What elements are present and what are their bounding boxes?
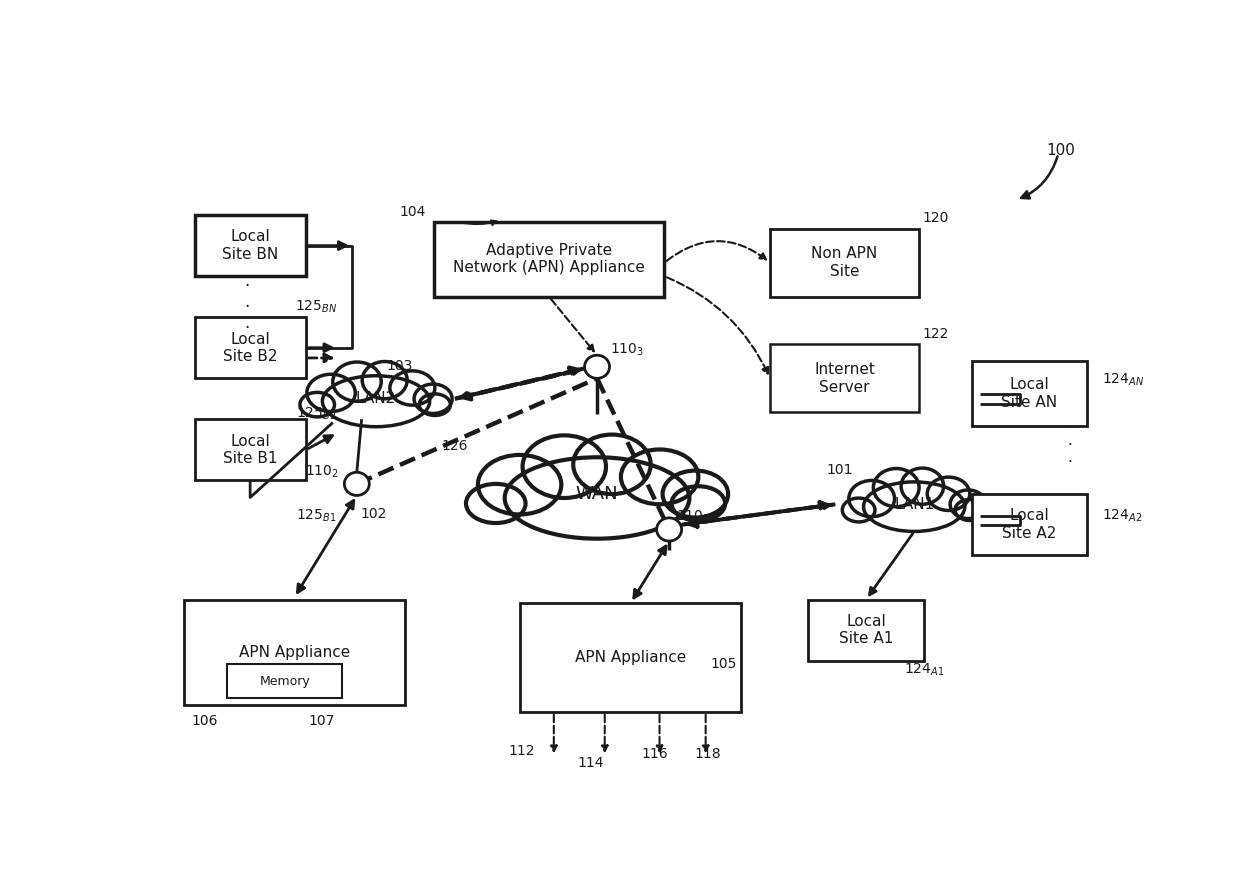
Text: $125_{B2}$: $125_{B2}$ [296, 406, 337, 422]
Text: APN Appliance: APN Appliance [239, 644, 350, 659]
Ellipse shape [901, 468, 944, 504]
Ellipse shape [873, 469, 919, 507]
Ellipse shape [662, 470, 728, 517]
Ellipse shape [621, 449, 698, 504]
Ellipse shape [849, 481, 894, 516]
Text: Local
Site B1: Local Site B1 [223, 434, 278, 466]
Text: Local
Site A2: Local Site A2 [1002, 508, 1056, 541]
Text: 126: 126 [441, 439, 467, 453]
Ellipse shape [505, 457, 689, 538]
FancyBboxPatch shape [770, 344, 919, 412]
Ellipse shape [573, 435, 651, 494]
FancyBboxPatch shape [196, 215, 306, 276]
Text: 114: 114 [577, 756, 604, 770]
FancyArrowPatch shape [1022, 156, 1058, 198]
Text: WAN: WAN [575, 485, 619, 503]
Ellipse shape [332, 362, 381, 401]
Ellipse shape [928, 477, 970, 510]
Text: 120: 120 [923, 210, 949, 225]
Ellipse shape [466, 484, 526, 523]
Ellipse shape [863, 482, 965, 531]
Text: 107: 107 [308, 713, 335, 728]
Ellipse shape [345, 472, 370, 495]
FancyBboxPatch shape [196, 317, 306, 378]
FancyBboxPatch shape [227, 664, 342, 698]
Ellipse shape [300, 392, 335, 417]
FancyBboxPatch shape [521, 603, 742, 712]
Text: Non APN
Site: Non APN Site [811, 247, 878, 278]
FancyBboxPatch shape [434, 222, 665, 297]
Text: Internet
Server: Internet Server [815, 362, 875, 394]
Text: $124_{AN}$: $124_{AN}$ [1101, 371, 1143, 388]
Text: $110_1$: $110_1$ [676, 508, 711, 525]
FancyBboxPatch shape [808, 599, 924, 661]
Ellipse shape [672, 486, 725, 521]
Text: ·
·
·: · · · [244, 277, 250, 337]
Text: $125_{BN}$: $125_{BN}$ [295, 299, 337, 315]
Text: $124_{A1}$: $124_{A1}$ [904, 661, 944, 678]
Text: LAN2: LAN2 [356, 392, 396, 407]
Ellipse shape [842, 498, 875, 522]
Ellipse shape [419, 394, 450, 415]
Ellipse shape [477, 455, 562, 514]
Text: 103: 103 [387, 359, 413, 373]
FancyBboxPatch shape [184, 599, 404, 705]
Text: Local
Site AN: Local Site AN [1002, 377, 1058, 410]
Ellipse shape [584, 355, 610, 378]
Text: APN Appliance: APN Appliance [575, 650, 686, 665]
Text: Local
Site B2: Local Site B2 [223, 332, 278, 364]
FancyArrowPatch shape [460, 220, 496, 225]
Text: $125_{B1}$: $125_{B1}$ [296, 507, 337, 524]
FancyBboxPatch shape [972, 362, 1087, 426]
Text: Local
Site BN: Local Site BN [222, 230, 279, 262]
Text: 116: 116 [641, 747, 668, 761]
Text: 104: 104 [399, 204, 427, 218]
Text: LAN1: LAN1 [894, 497, 934, 512]
Ellipse shape [306, 374, 356, 412]
Ellipse shape [522, 435, 606, 498]
Ellipse shape [950, 490, 986, 519]
Text: 118: 118 [694, 747, 720, 761]
Text: Memory: Memory [259, 674, 310, 688]
Ellipse shape [322, 376, 429, 427]
Text: 122: 122 [923, 327, 949, 341]
Ellipse shape [657, 518, 682, 541]
Text: $110_3$: $110_3$ [610, 341, 644, 358]
FancyBboxPatch shape [770, 229, 919, 297]
Ellipse shape [362, 362, 407, 399]
Text: $110_2$: $110_2$ [305, 463, 339, 480]
Text: Adaptive Private
Network (APN) Appliance: Adaptive Private Network (APN) Appliance [453, 243, 645, 276]
Text: Local
Site A1: Local Site A1 [839, 614, 893, 646]
Text: 106: 106 [192, 713, 218, 728]
FancyBboxPatch shape [972, 494, 1087, 555]
Ellipse shape [389, 370, 435, 405]
FancyBboxPatch shape [196, 419, 306, 481]
Text: 100: 100 [1045, 143, 1075, 158]
Text: 112: 112 [508, 743, 536, 758]
Text: 101: 101 [826, 462, 852, 476]
Ellipse shape [414, 384, 453, 414]
Text: 105: 105 [711, 657, 737, 671]
Text: $124_{A2}$: $124_{A2}$ [1101, 507, 1142, 524]
Text: 102: 102 [361, 507, 387, 522]
Ellipse shape [955, 499, 985, 521]
Text: ·
·
·: · · · [1068, 420, 1073, 470]
